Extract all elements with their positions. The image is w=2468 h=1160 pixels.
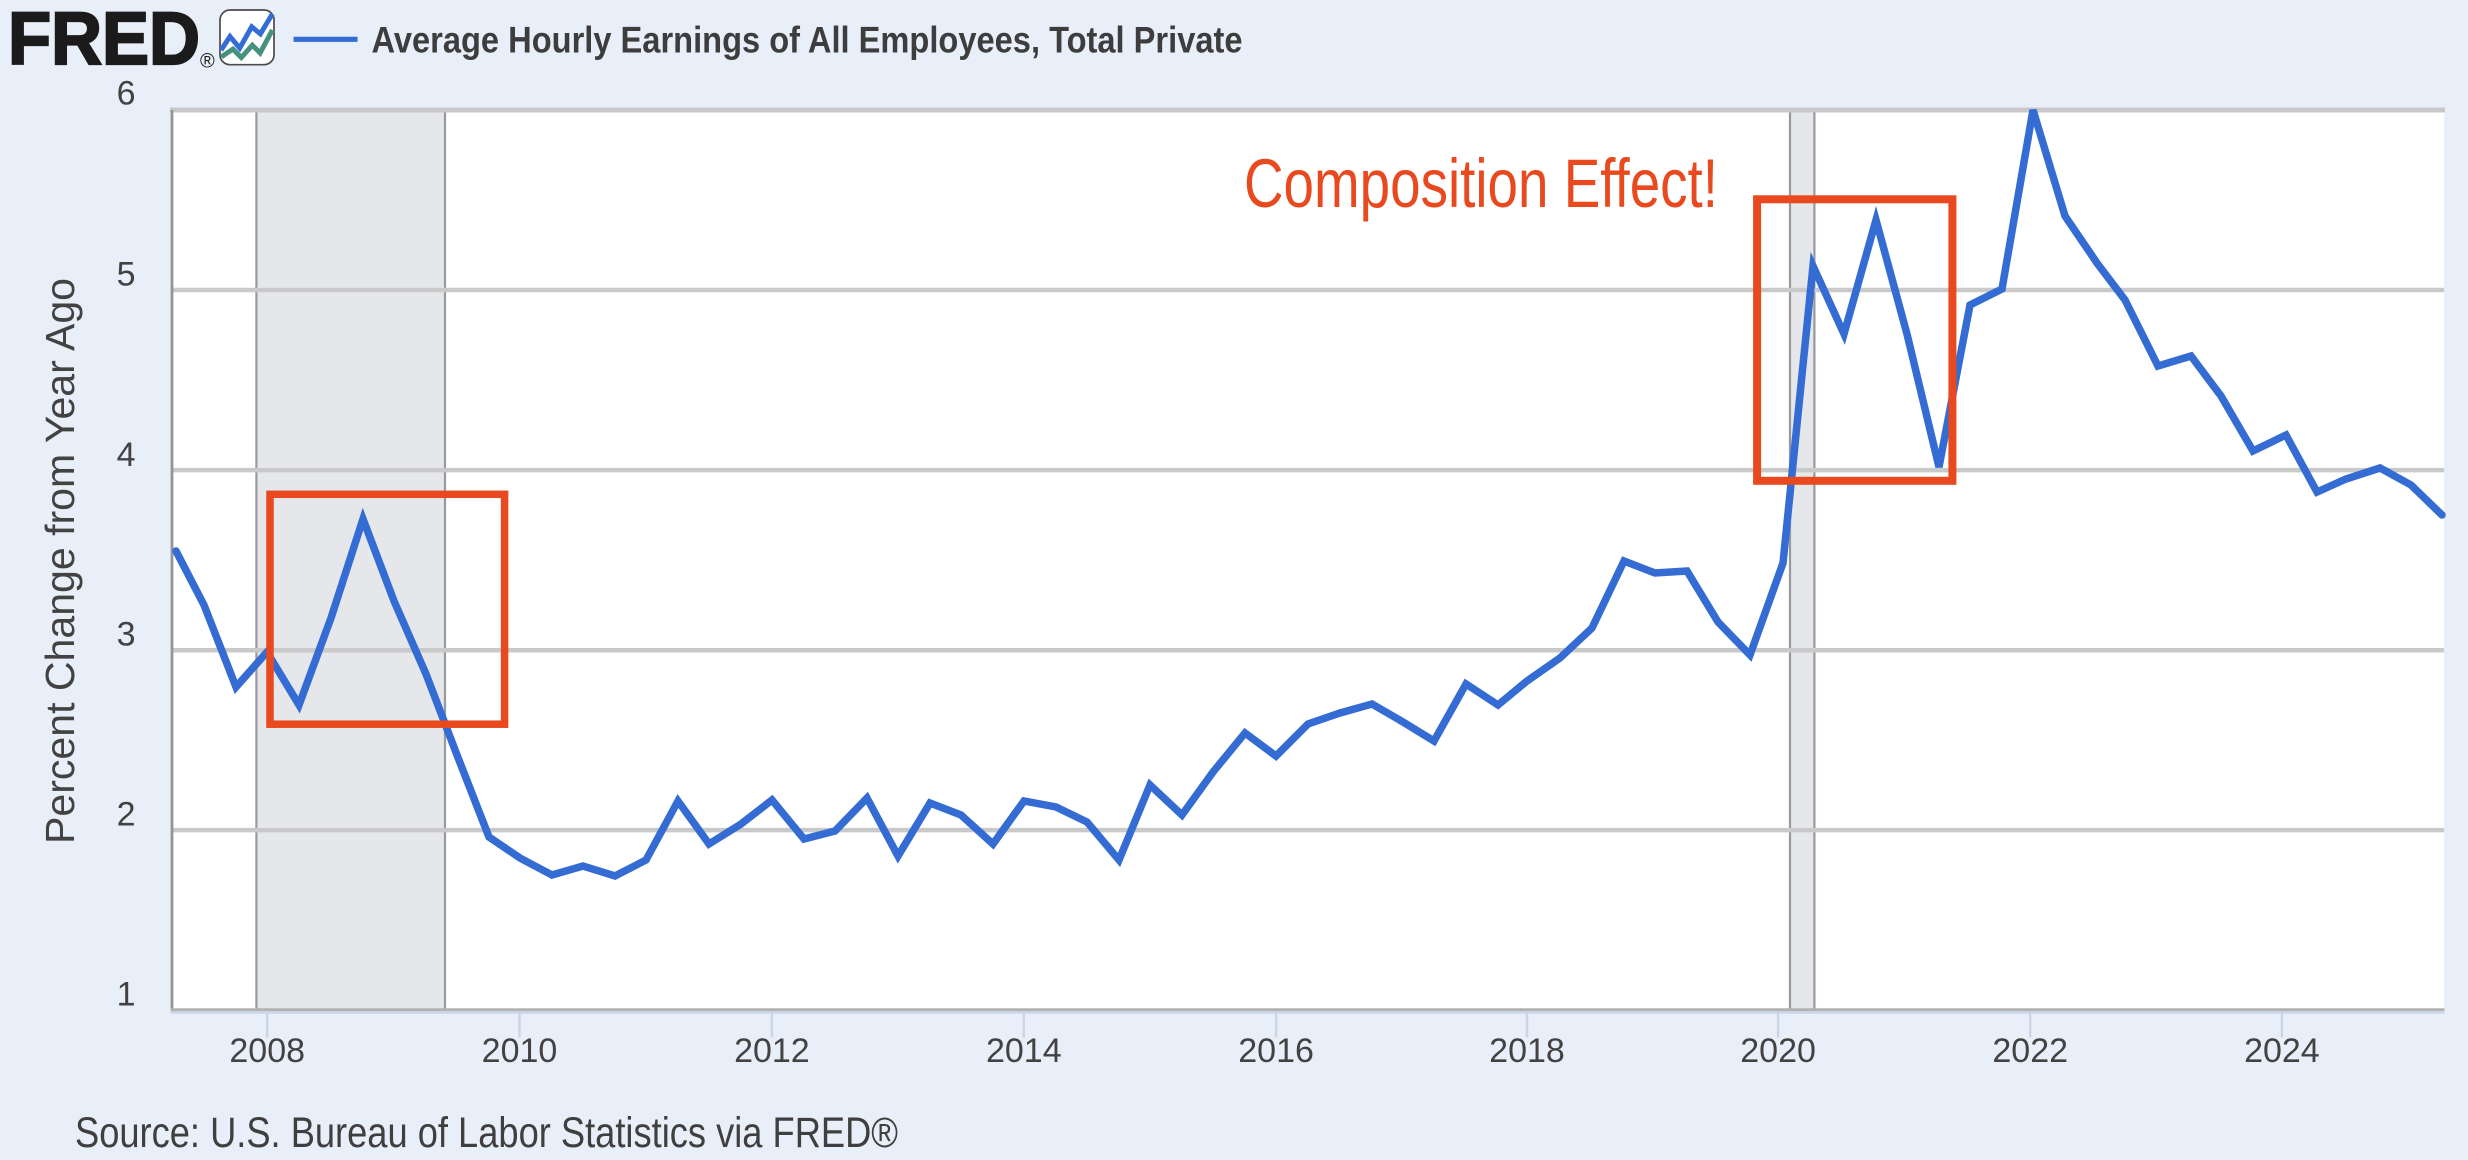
svg-text:2: 2 <box>117 796 136 834</box>
svg-text:2016: 2016 <box>1238 1032 1314 1070</box>
svg-text:Composition Effect!: Composition Effect! <box>1244 145 1718 222</box>
svg-text:4: 4 <box>117 436 136 474</box>
svg-text:2024: 2024 <box>2244 1032 2320 1070</box>
svg-text:2008: 2008 <box>229 1032 305 1070</box>
svg-text:3: 3 <box>117 616 136 654</box>
svg-text:FRED: FRED <box>8 0 200 80</box>
svg-text:Source: U.S. Bureau of Labor S: Source: U.S. Bureau of Labor Statistics … <box>75 1110 898 1157</box>
svg-text:2022: 2022 <box>1992 1032 2068 1070</box>
svg-text:2020: 2020 <box>1740 1032 1816 1070</box>
svg-text:6: 6 <box>117 75 136 113</box>
svg-text:Average Hourly Earnings of All: Average Hourly Earnings of All Employees… <box>372 20 1243 61</box>
svg-text:Percent Change from Year Ago: Percent Change from Year Ago <box>37 278 83 844</box>
svg-text:2010: 2010 <box>482 1032 558 1070</box>
svg-text:2014: 2014 <box>986 1032 1062 1070</box>
svg-text:®: ® <box>200 51 215 73</box>
svg-text:1: 1 <box>117 976 136 1014</box>
svg-text:2012: 2012 <box>734 1032 810 1070</box>
svg-text:2018: 2018 <box>1489 1032 1565 1070</box>
svg-text:5: 5 <box>117 256 136 294</box>
